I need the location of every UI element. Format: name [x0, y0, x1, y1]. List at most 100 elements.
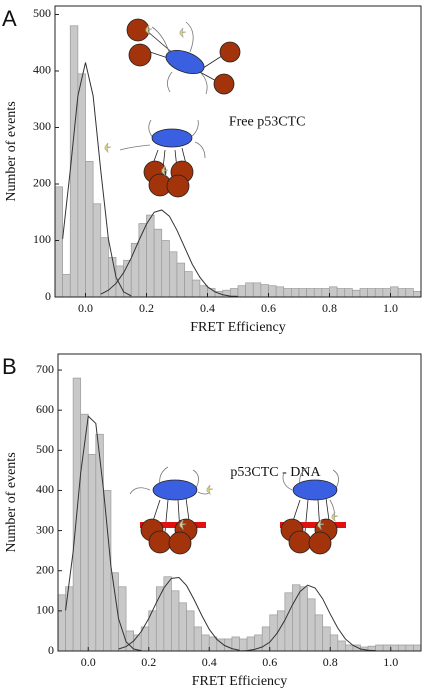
x-axis-label: FRET Efficiency: [190, 320, 286, 335]
bar: [193, 626, 203, 652]
bar: [201, 634, 210, 652]
x-tick-label: 0.2: [139, 301, 154, 315]
annotation: p53CTC - DNA: [230, 465, 321, 480]
y-tick-label: 500: [36, 442, 54, 456]
panel-label: B: [2, 354, 17, 379]
bar: [405, 644, 414, 652]
y-tick-label: 300: [36, 522, 54, 536]
bar: [146, 214, 155, 298]
bar: [374, 288, 384, 298]
bar: [307, 598, 316, 652]
bar: [92, 203, 102, 298]
fit-curve: [100, 209, 239, 297]
bar: [313, 288, 323, 298]
fit-curve: [239, 584, 376, 652]
y-tick-label: 200: [33, 176, 51, 190]
bar: [169, 251, 178, 298]
bar: [268, 285, 277, 298]
bar: [336, 288, 346, 298]
bar: [359, 288, 368, 298]
molecule-cartoon: [104, 18, 241, 198]
bar: [171, 590, 180, 652]
bar: [239, 638, 248, 652]
bar: [80, 413, 89, 652]
x-tick-label: 0.6: [262, 655, 277, 669]
bar: [269, 614, 278, 652]
bar: [292, 584, 301, 652]
plot-frame: [57, 353, 422, 652]
x-axis-label: FRET Efficiency: [192, 674, 288, 689]
y-tick-label: 100: [33, 232, 51, 246]
bar: [237, 285, 246, 298]
bar: [118, 586, 127, 652]
molecule-cartoon: [129, 466, 346, 555]
bar: [153, 228, 163, 298]
bar: [352, 289, 361, 298]
bar: [314, 614, 324, 652]
y-tick-label: 0: [45, 289, 51, 303]
y-tick-label: 200: [36, 562, 54, 576]
bar: [413, 644, 422, 652]
bar: [138, 223, 147, 298]
bar: [390, 286, 399, 298]
bar: [345, 644, 354, 652]
y-tick-label: 300: [33, 119, 51, 133]
bar: [199, 285, 208, 298]
y-axis-label: Number of events: [4, 101, 19, 201]
bar: [329, 634, 339, 652]
bar: [284, 592, 293, 652]
bar: [224, 638, 233, 652]
bar: [397, 644, 407, 652]
bar: [77, 73, 86, 298]
bar: [176, 262, 185, 298]
x-tick-label: 0.8: [323, 655, 338, 669]
panel-label: A: [2, 6, 17, 31]
bar: [54, 186, 63, 298]
bar: [405, 288, 414, 298]
y-tick-label: 400: [36, 482, 54, 496]
y-tick-label: 400: [33, 63, 51, 77]
bar: [275, 286, 285, 298]
bar: [252, 282, 262, 298]
x-tick-label: 0.6: [261, 301, 276, 315]
bar: [322, 626, 331, 652]
bar: [260, 284, 269, 298]
x-tick-label: 0.0: [81, 655, 96, 669]
bar: [245, 282, 254, 298]
bar: [291, 288, 300, 298]
x-tick-label: 0.2: [141, 655, 156, 669]
bar: [321, 288, 330, 298]
panel: 0 100 200 300 400 500 0.0 0.2 0.4 0.6 0.8 1.0 FRET E…: [2, 5, 422, 335]
annotation: Free p53CTC: [229, 115, 306, 130]
y-tick-label: 0: [48, 643, 54, 657]
bar: [161, 240, 170, 298]
x-tick-label: 0.8: [322, 301, 337, 315]
bar: [130, 242, 140, 298]
bar: [283, 288, 292, 298]
bar: [261, 626, 271, 652]
bar: [246, 636, 255, 652]
bar: [103, 490, 112, 652]
bar: [367, 288, 376, 298]
y-tick-label: 500: [33, 6, 51, 20]
bar: [306, 288, 315, 298]
panel: 0 100 200 300 400 500 600 700 0.0 0.2 0.4 0.6 0.8 1.0…: [2, 353, 422, 689]
fit-curve: [118, 577, 240, 651]
bar: [57, 594, 66, 652]
bar: [329, 286, 338, 298]
bar: [382, 288, 391, 298]
bar: [186, 610, 195, 652]
bar: [191, 279, 201, 298]
x-tick-label: 0.4: [200, 301, 215, 315]
bar: [299, 586, 308, 652]
bar: [95, 433, 104, 652]
bar: [208, 636, 218, 652]
y-tick-label: 700: [36, 362, 54, 376]
bar: [178, 602, 187, 652]
bar: [382, 644, 392, 652]
y-tick-label: 600: [36, 402, 54, 416]
x-tick-label: 0.0: [78, 301, 93, 315]
bar: [413, 290, 422, 298]
bar: [375, 644, 384, 652]
